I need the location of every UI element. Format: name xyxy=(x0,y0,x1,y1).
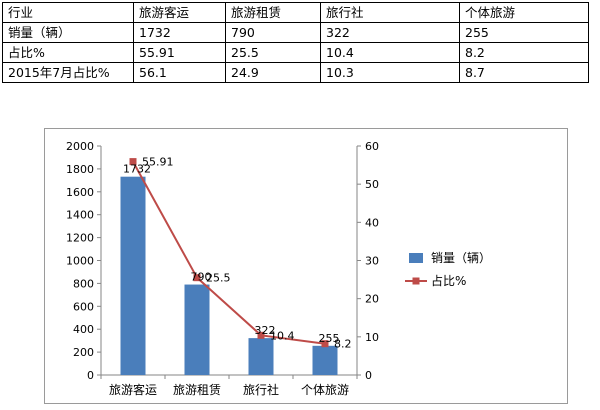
bar xyxy=(184,284,210,375)
table-row: 销量（辆） 1732 790 322 255 xyxy=(2,22,589,43)
y-left-tick-label: 1600 xyxy=(66,186,94,199)
legend-bar-label: 销量（辆） xyxy=(431,251,491,265)
combo-chart: 0 200 400 600 800 1000 1200 1400 1600 1800 2000 0 10… xyxy=(66,140,491,397)
y-left-tick-label: 1800 xyxy=(66,163,94,176)
y-right-tick-label: 60 xyxy=(365,140,379,153)
table-cell: 55.91 xyxy=(133,42,226,63)
y-right-tick-label: 40 xyxy=(365,216,379,229)
table-header-cell: 个体旅游 xyxy=(459,2,589,23)
table-header-cell: 行业 xyxy=(2,2,134,23)
table-header-cell: 旅游客运 xyxy=(133,2,226,23)
y-left-tick-label: 400 xyxy=(73,323,94,336)
line-data-label: 8.2 xyxy=(334,338,352,351)
bar-data-label: 255 xyxy=(319,332,340,345)
data-table: 行业 旅游客运 旅游租赁 旅行社 个体旅游 销量（辆） 1732 790 322 255 占比% 55… xyxy=(2,2,589,83)
table-header-row: 行业 旅游客运 旅游租赁 旅行社 个体旅游 xyxy=(2,2,589,23)
table-header-cell: 旅行社 xyxy=(320,2,460,23)
x-tick-label: 旅游客运 xyxy=(109,382,157,397)
x-tick-label: 旅游租赁 xyxy=(173,383,221,397)
table-cell: 2015年7月占比% xyxy=(2,62,134,83)
table-cell: 25.5 xyxy=(225,42,321,63)
line-data-label: 25.5 xyxy=(206,272,231,285)
y-right-tick-label: 0 xyxy=(365,369,372,382)
bar-data-label: 1732 xyxy=(123,163,151,176)
legend-line-marker xyxy=(412,277,420,285)
table-cell: 8.7 xyxy=(459,62,589,83)
line-point xyxy=(321,340,329,348)
table-cell: 8.2 xyxy=(459,42,589,63)
line-data-label: 55.91 xyxy=(142,156,174,169)
table-cell: 24.9 xyxy=(225,62,321,83)
y-left-tick-label: 1400 xyxy=(66,209,94,222)
line-series xyxy=(132,161,326,345)
bar xyxy=(120,176,146,375)
y-left-tick-label: 1000 xyxy=(66,255,94,268)
table-cell: 销量（辆） xyxy=(2,22,134,43)
x-tick-label: 个体旅游 xyxy=(301,383,349,397)
x-tick-label: 旅行社 xyxy=(243,382,279,397)
table-row: 2015年7月占比% 56.1 24.9 10.3 8.7 xyxy=(2,62,589,83)
table-header-cell: 旅游租赁 xyxy=(225,2,321,23)
line-point xyxy=(193,274,201,282)
y-right-tick-label: 20 xyxy=(365,293,379,306)
y-right-tick-label: 10 xyxy=(365,331,379,344)
y-right-tick-label: 30 xyxy=(365,255,379,268)
legend-bar-swatch xyxy=(409,253,423,263)
line-data-label: 10.4 xyxy=(270,329,295,342)
bar-data-label: 790 xyxy=(191,271,212,284)
line-point xyxy=(257,331,265,339)
bar xyxy=(312,345,338,375)
y-right-tick-label: 50 xyxy=(365,178,379,191)
table-row: 占比% 55.91 25.5 10.4 8.2 xyxy=(2,42,589,63)
y-left-tick-label: 1200 xyxy=(66,232,94,245)
table-cell: 10.4 xyxy=(320,42,460,63)
table-cell: 占比% xyxy=(2,42,134,63)
y-left-tick-label: 0 xyxy=(87,369,94,382)
chart-frame: 0 200 400 600 800 1000 1200 1400 1600 1800 2000 0 10… xyxy=(44,128,568,404)
y-left-tick-label: 2000 xyxy=(66,140,94,153)
bar-data-label: 322 xyxy=(255,324,276,337)
table-cell: 1732 xyxy=(133,22,226,43)
table-cell: 255 xyxy=(459,22,589,43)
y-left-tick-label: 600 xyxy=(73,300,94,313)
y-left-tick-label: 800 xyxy=(73,277,94,290)
line-point xyxy=(129,158,137,166)
table-cell: 790 xyxy=(225,22,321,43)
table-cell: 322 xyxy=(320,22,460,43)
table-cell: 10.3 xyxy=(320,62,460,83)
y-left-tick-label: 200 xyxy=(73,346,94,359)
table-cell: 56.1 xyxy=(133,62,226,83)
legend-line-label: 占比% xyxy=(431,273,466,288)
bar xyxy=(248,338,274,375)
